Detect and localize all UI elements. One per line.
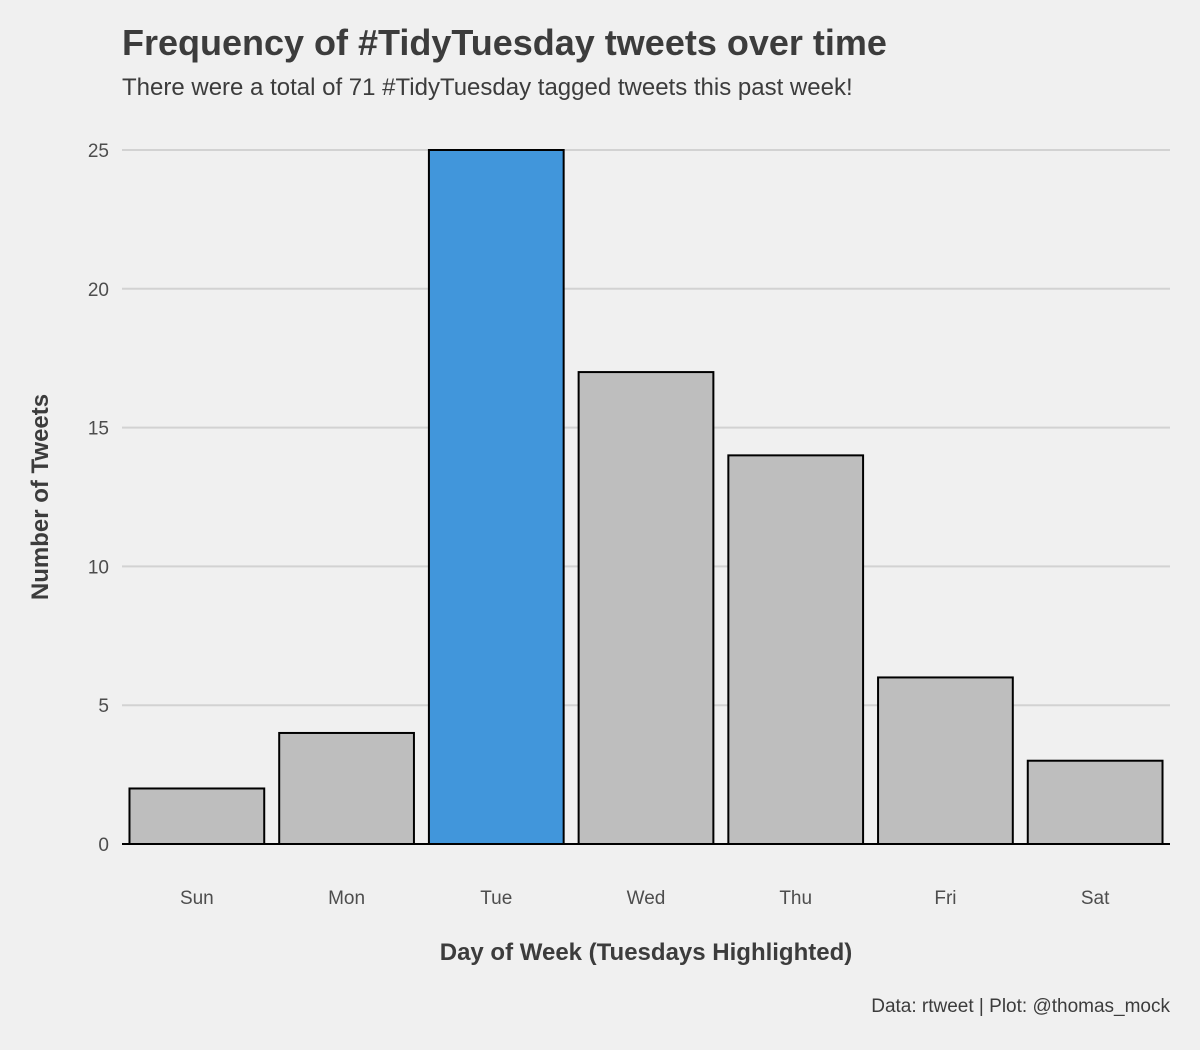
x-tick-label: Fri (934, 888, 956, 909)
y-tick-label: 20 (88, 280, 109, 301)
x-tick-label: Wed (627, 888, 666, 909)
x-tick-label: Mon (328, 888, 365, 909)
y-tick-label: 25 (88, 141, 109, 162)
y-tick-label: 15 (88, 419, 109, 440)
y-axis-ticks: 0 5 10 15 20 25 (88, 141, 109, 856)
x-tick-label: Tue (480, 888, 512, 909)
bar-sat (1026, 759, 1164, 845)
bars (128, 149, 1164, 846)
chart-subtitle: There were a total of 71 #TidyTuesday ta… (122, 74, 853, 101)
y-tick-label: 5 (98, 696, 109, 717)
bar-tue (427, 149, 565, 845)
y-tick-label: 0 (98, 835, 109, 856)
x-axis-title: Day of Week (Tuesdays Highlighted) (440, 939, 853, 966)
y-tick-label: 10 (88, 557, 109, 578)
x-axis-ticks: Sun Mon Tue Wed Thu Fri Sat (180, 888, 1110, 909)
bar-wed (577, 371, 715, 845)
bar-fri (877, 676, 1014, 845)
chart-title: Frequency of #TidyTuesday tweets over ti… (122, 22, 887, 63)
x-tick-label: Sun (180, 888, 214, 909)
chart-caption: Data: rtweet | Plot: @thomas_mock (871, 996, 1170, 1017)
bar-sun (128, 787, 266, 845)
x-tick-label: Sat (1081, 888, 1110, 909)
bar-thu (727, 454, 865, 845)
x-tick-label: Thu (779, 888, 812, 909)
bar-mon (278, 731, 415, 846)
y-axis-title: Number of Tweets (27, 394, 54, 600)
